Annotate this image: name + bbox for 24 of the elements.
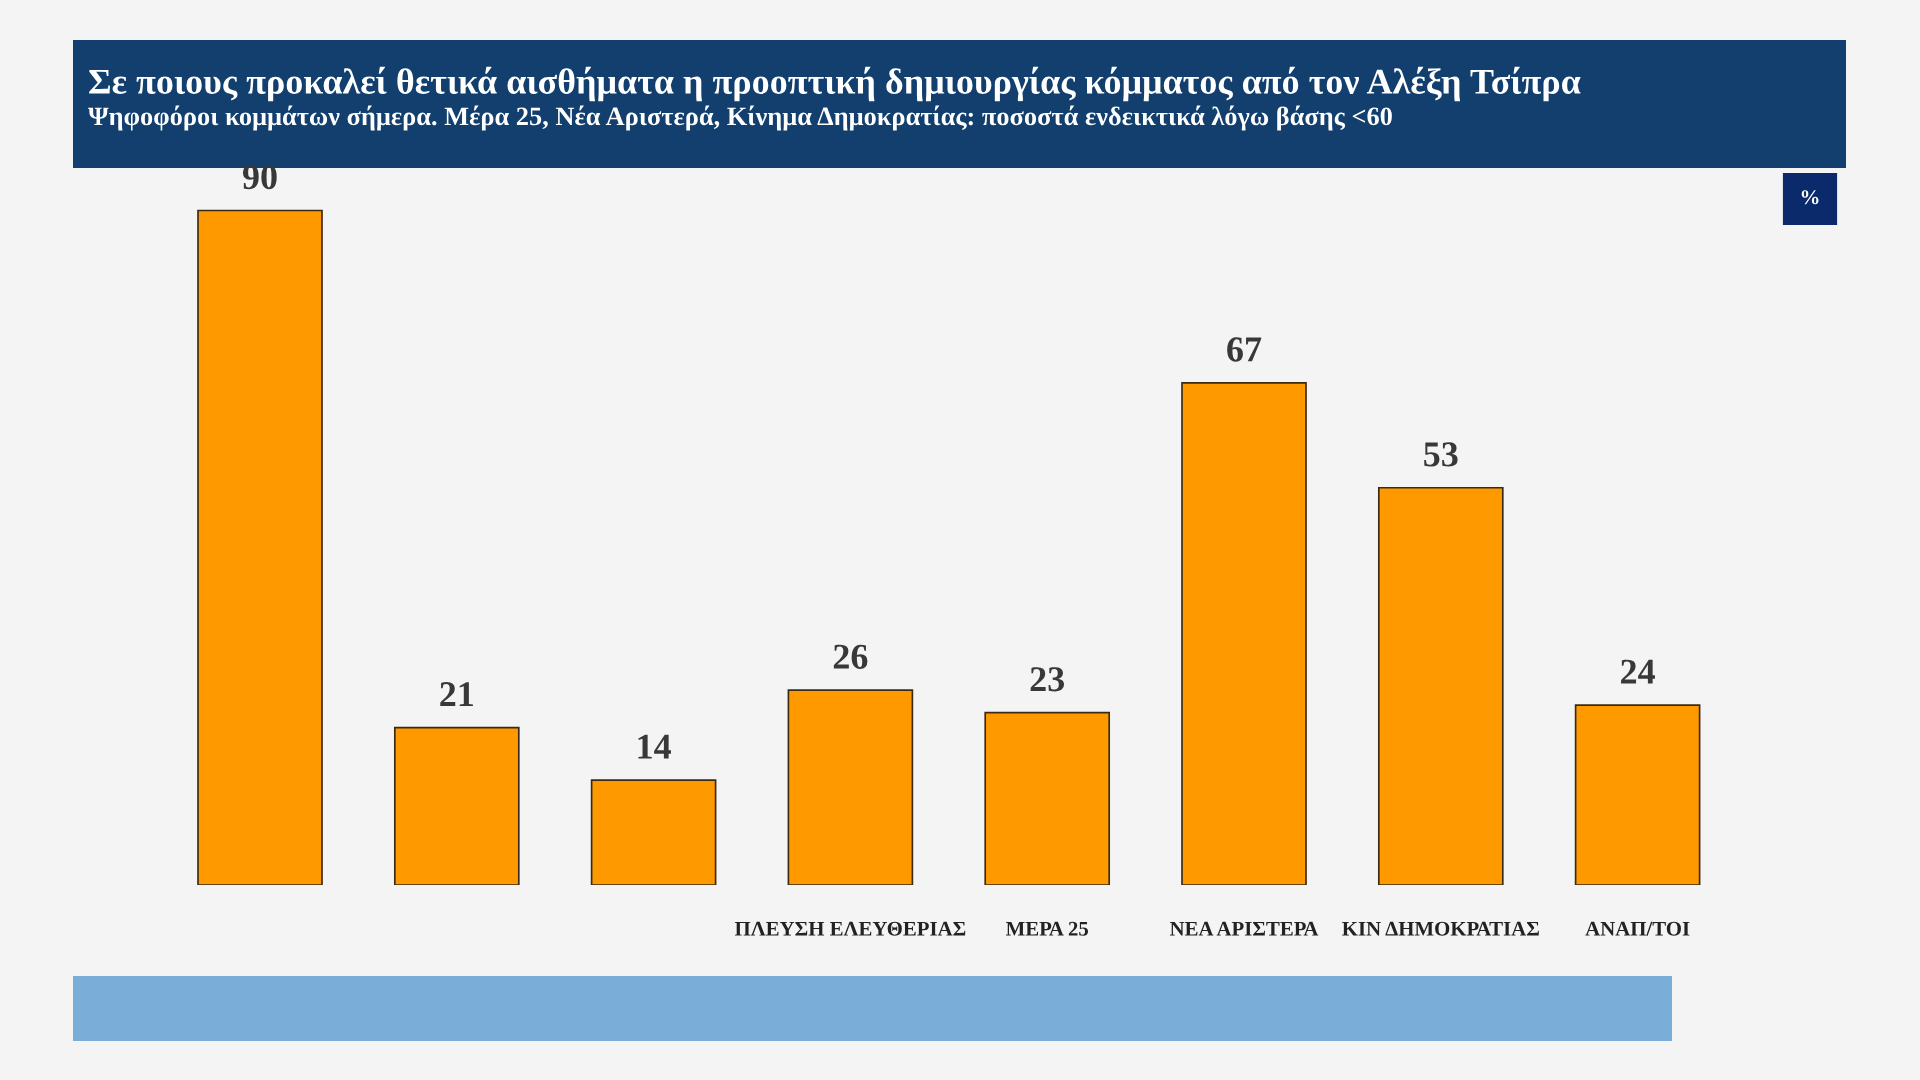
x-tick-label: ΚΙΝ ΔΗΜΟΚΡΑΤΙΑΣ xyxy=(1342,921,1539,936)
text: % xyxy=(1801,190,1819,205)
bar xyxy=(1574,704,1701,885)
x-tick-label: ΝΕΑ ΑΡΙΣΤΕΡΑ xyxy=(1169,921,1319,936)
x-tick-label: ΑΝΑΠ/ΤΟΙ xyxy=(1585,921,1690,936)
data-label: 67 xyxy=(1227,337,1262,362)
data-label: 90 xyxy=(242,164,277,190)
data-label: 14 xyxy=(638,734,671,759)
bar xyxy=(393,726,520,885)
x-tick-label: ΠΛΕΥΣΗ ΕΛΕΥΘΕΡΙΑΣ xyxy=(734,921,966,936)
data-label: 24 xyxy=(1621,659,1655,684)
x-tick-label: ΜΕΡΑ 25 xyxy=(1005,921,1089,936)
data-label: 53 xyxy=(1424,442,1458,467)
bar xyxy=(1181,382,1307,885)
bar xyxy=(1377,486,1504,885)
bar xyxy=(590,779,717,885)
data-label: 26 xyxy=(833,644,868,669)
data-label: 23 xyxy=(1030,667,1065,692)
bar xyxy=(984,711,1111,885)
chart-subtitle: Ψηφοφόροι κομμάτων σήμερα. Μέρα 25, Νέα Αριστερά, Κίνημα Δημοκρατίας: ποσοστά ενδεικτικά λόγω βάσης <60 xyxy=(88,105,1392,131)
chart-title: Σε ποιους προκαλεί θετικά αισθήματα η προοπτική δημιουργίας κόμματος από τον Αλέξη Τσίπρα xyxy=(89,66,1581,102)
bar xyxy=(787,689,914,885)
bar xyxy=(197,209,323,885)
data-label: 21 xyxy=(440,682,473,707)
